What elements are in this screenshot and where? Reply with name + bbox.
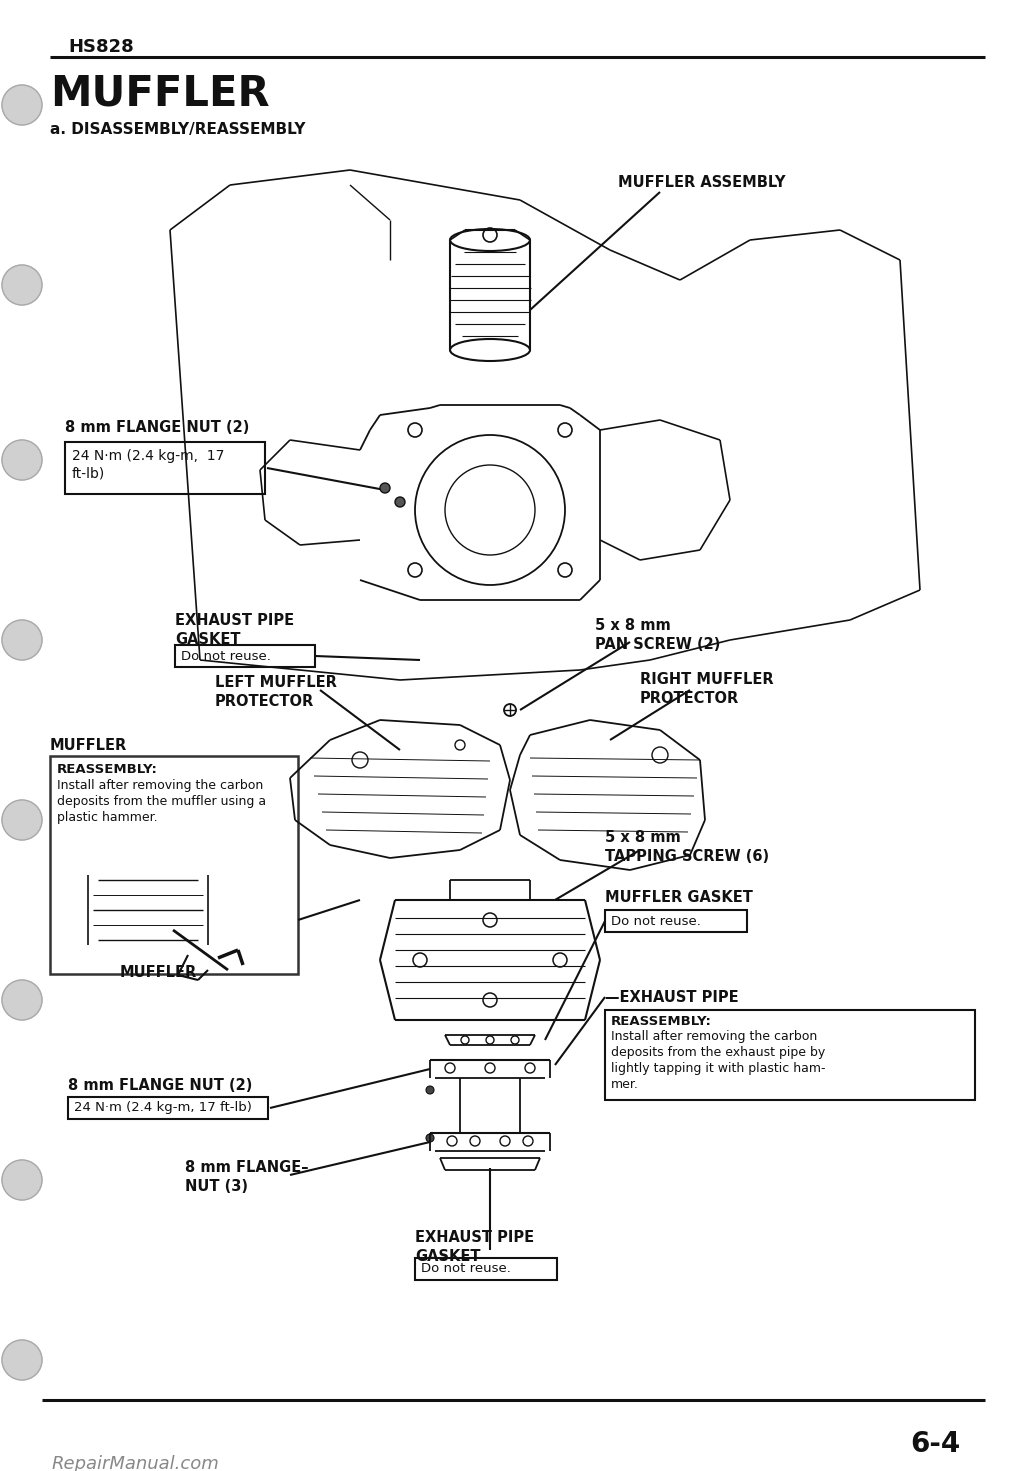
Bar [415,1258,557,1280]
Text: LEFT MUFFLER
PROTECTOR: LEFT MUFFLER PROTECTOR [215,675,337,709]
Bar [605,1011,975,1100]
Bar [605,911,746,933]
Text: 6-4: 6-4 [910,1430,961,1458]
Text: 24 N·m (2.4 kg-m, 17 ft-lb): 24 N·m (2.4 kg-m, 17 ft-lb) [74,1100,252,1114]
Circle shape [426,1134,434,1141]
Text: HS828: HS828 [68,38,134,56]
Circle shape [2,1340,42,1380]
Bar [68,1097,268,1119]
Text: 8 mm FLANGE NUT (2): 8 mm FLANGE NUT (2) [68,1078,252,1093]
Circle shape [2,800,42,840]
Text: MUFFLER: MUFFLER [120,965,198,980]
Text: EXHAUST PIPE
GASKET: EXHAUST PIPE GASKET [415,1230,535,1264]
Text: Install after removing the carbon
deposits from the muffler using a
plastic hamm: Install after removing the carbon deposi… [57,780,266,824]
Text: 24 N·m (2.4 kg-m,  17
ft-lb): 24 N·m (2.4 kg-m, 17 ft-lb) [72,449,224,481]
Circle shape [395,497,406,507]
Text: —EXHAUST PIPE: —EXHAUST PIPE [605,990,738,1005]
Text: REASSEMBLY:: REASSEMBLY: [57,763,158,777]
Circle shape [2,265,42,304]
Circle shape [2,1161,42,1200]
Bar [175,644,315,666]
Text: 5 x 8 mm
PAN SCREW (2): 5 x 8 mm PAN SCREW (2) [595,618,720,652]
Text: 8 mm FLANGE–
NUT (3): 8 mm FLANGE– NUT (3) [185,1161,308,1193]
Text: RepairManual.com: RepairManual.com [52,1455,220,1471]
Circle shape [2,619,42,660]
Text: MUFFLER ASSEMBLY: MUFFLER ASSEMBLY [618,175,785,190]
Text: 8 mm FLANGE NUT (2): 8 mm FLANGE NUT (2) [65,421,250,435]
Text: Do not reuse.: Do not reuse. [611,915,700,928]
Text: EXHAUST PIPE
GASKET: EXHAUST PIPE GASKET [175,613,294,647]
Text: Do not reuse.: Do not reuse. [181,650,271,663]
Text: REASSEMBLY:: REASSEMBLY: [611,1015,712,1028]
Text: RIGHT MUFFLER
PROTECTOR: RIGHT MUFFLER PROTECTOR [640,672,773,706]
Text: MUFFLER GASKET: MUFFLER GASKET [605,890,753,905]
Text: a. DISASSEMBLY/REASSEMBLY: a. DISASSEMBLY/REASSEMBLY [50,122,305,137]
Text: MUFFLER: MUFFLER [50,738,127,753]
Text: MUFFLER: MUFFLER [50,72,269,113]
Text: Do not reuse.: Do not reuse. [421,1262,511,1275]
Bar [65,441,265,494]
Text: 5 x 8 mm
TAPPING SCREW (6): 5 x 8 mm TAPPING SCREW (6) [605,830,769,863]
Circle shape [426,1086,434,1094]
Circle shape [2,440,42,480]
Bar [50,756,298,974]
Circle shape [380,482,390,493]
Text: Install after removing the carbon
deposits from the exhaust pipe by
lightly tapp: Install after removing the carbon deposi… [611,1030,825,1091]
Circle shape [2,85,42,125]
Circle shape [2,980,42,1019]
